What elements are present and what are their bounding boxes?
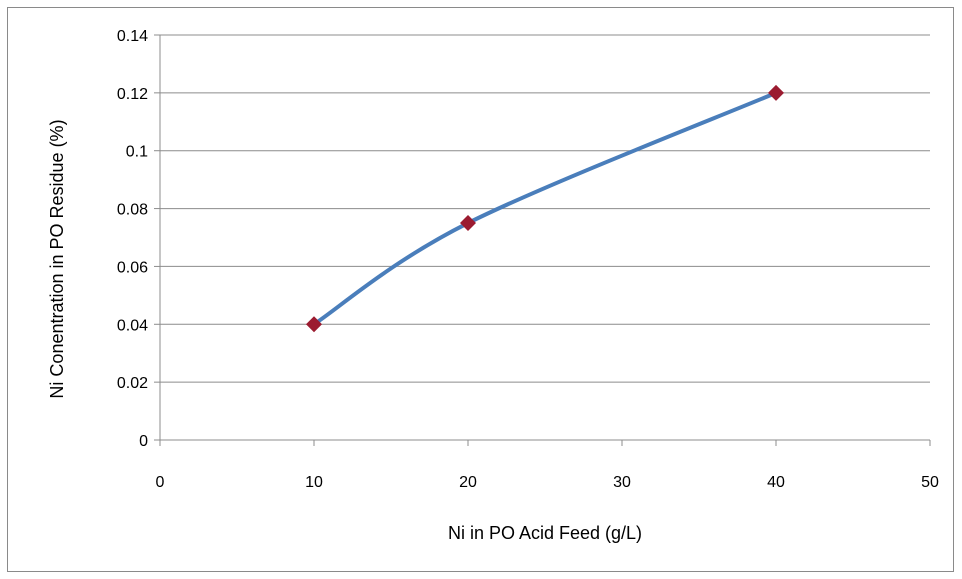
x-tick-label-30: 30 (613, 474, 631, 491)
y-tick-label-0.04: 0.04 (117, 317, 148, 334)
y-tick-label-0.02: 0.02 (117, 375, 148, 392)
y-axis-title: Ni Conentration in PO Residue (%) (47, 119, 67, 398)
chart-frame (7, 7, 954, 572)
series-line (312, 90, 778, 327)
y-tick-label-0.14: 0.14 (117, 28, 148, 45)
series (306, 84, 784, 333)
x-tick-label-20: 20 (459, 474, 477, 491)
x-tick-labels: 0 10 20 30 40 50 (156, 474, 939, 491)
y-tick-label-0: 0 (139, 433, 148, 450)
x-axis-title: Ni in PO Acid Feed (g/L) (448, 523, 642, 543)
x-tick-label-40: 40 (767, 474, 785, 491)
data-point-20 (460, 215, 476, 232)
x-tick-label-50: 50 (921, 474, 939, 491)
y-tick-label-0.06: 0.06 (117, 259, 148, 276)
gridlines (160, 34, 930, 383)
y-tick-label-0.12: 0.12 (117, 86, 148, 103)
x-tick-label-10: 10 (305, 474, 323, 491)
y-tick-label-0.1: 0.1 (126, 144, 148, 161)
y-tick-labels: 0 0.02 0.04 0.06 0.08 0.1 0.12 0.14 (117, 28, 148, 450)
data-point-10 (306, 316, 322, 333)
axes (154, 34, 931, 446)
data-point-40 (768, 84, 784, 101)
y-tick-label-0.08: 0.08 (117, 202, 148, 219)
x-tick-label-0: 0 (156, 474, 165, 491)
